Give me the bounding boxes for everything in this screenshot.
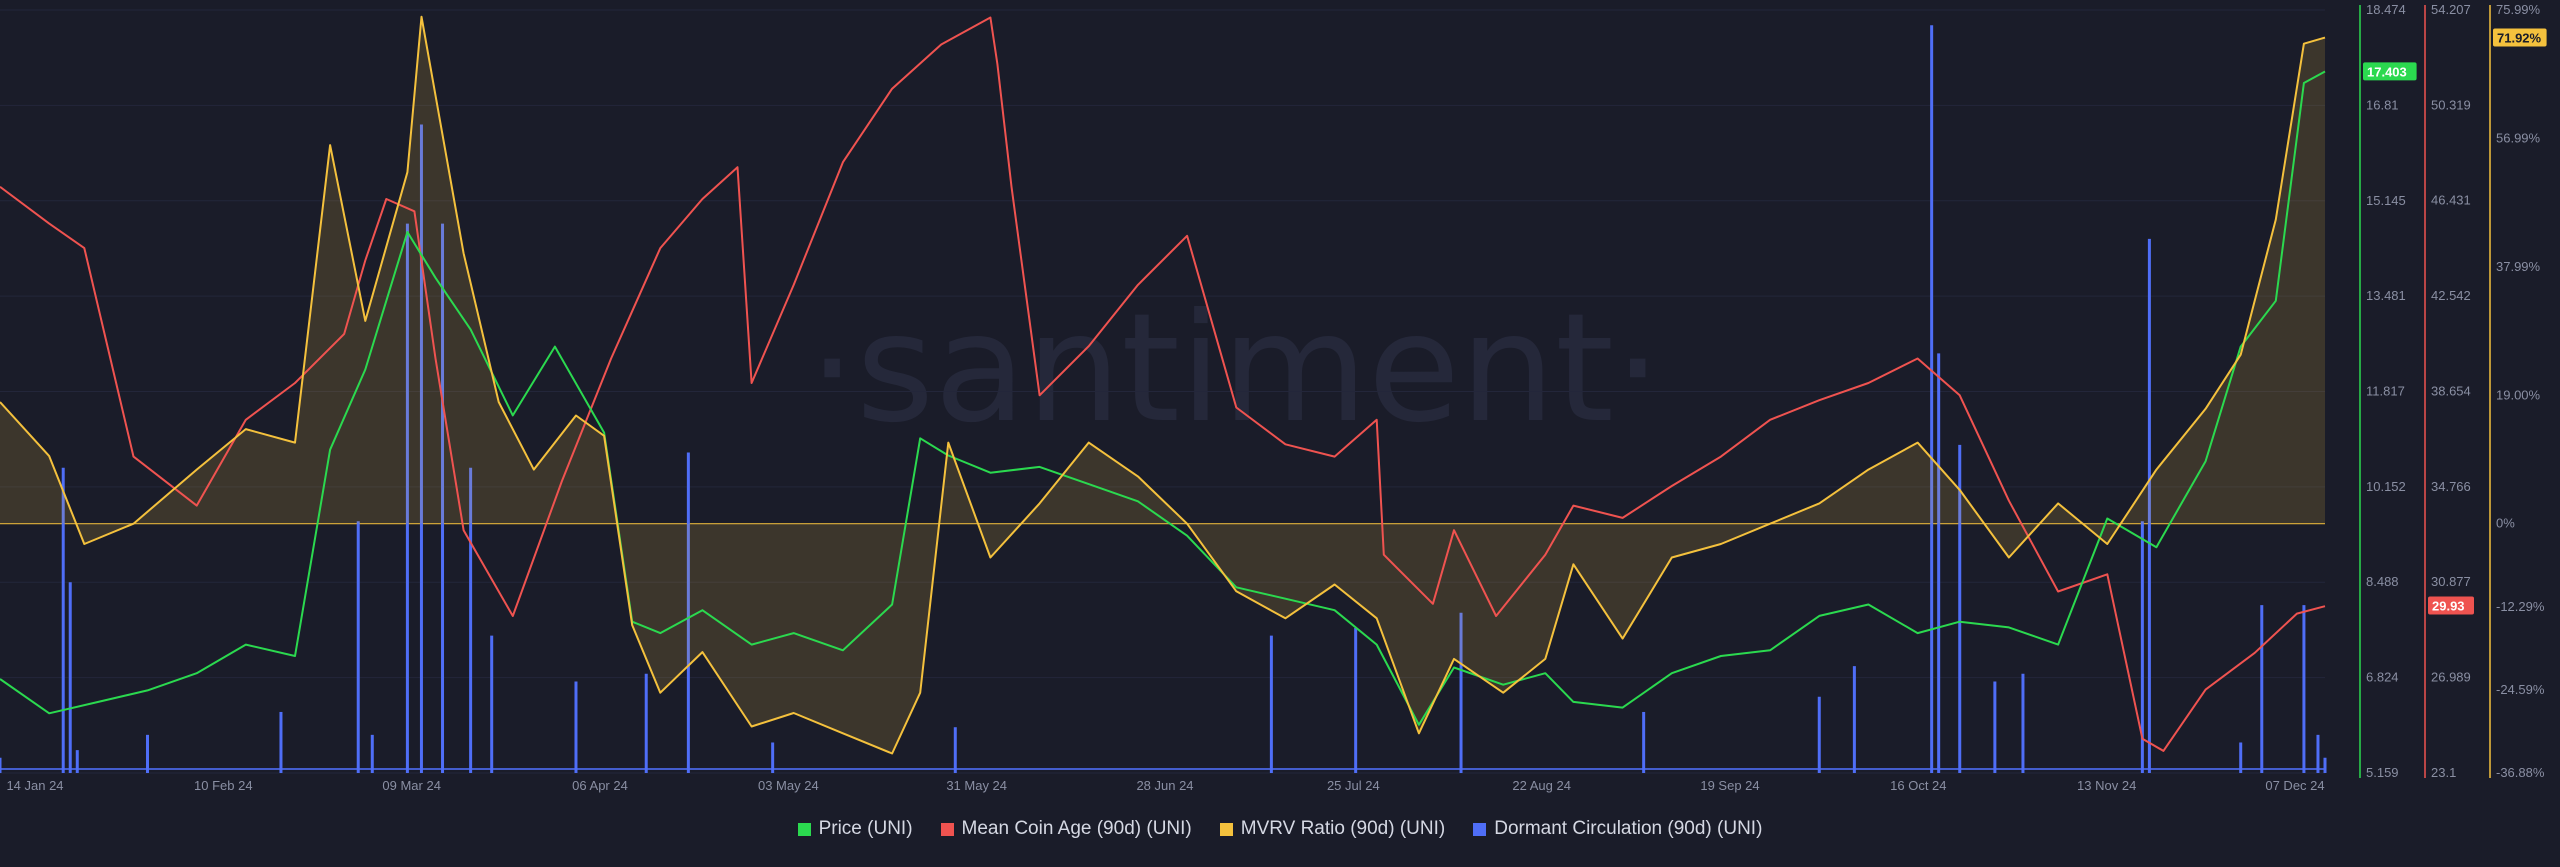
- mvrv-area: [0, 16, 2325, 754]
- price-tick-label: 11.817: [2366, 383, 2405, 398]
- mvrv-tick-label: 19.00%: [2496, 387, 2541, 402]
- x-tick-label: 22 Aug 24: [1512, 778, 1571, 793]
- legend-label-dormant: Dormant Circulation (90d) (UNI): [1494, 818, 1763, 839]
- x-tick-label: 14 Jan 24: [6, 778, 63, 793]
- x-tick-label: 09 Mar 24: [382, 778, 441, 793]
- x-tick-label: 13 Nov 24: [2077, 778, 2136, 793]
- x-tick-label: 03 May 24: [758, 778, 819, 793]
- mvrv-tick-label: -12.29%: [2496, 599, 2545, 614]
- legend-item-mvrv[interactable]: MVRV Ratio (90d) (UNI): [1219, 818, 1446, 840]
- series-layer: [0, 15, 2327, 773]
- x-tick-label: 25 Jul 24: [1327, 778, 1380, 793]
- x-tick-label: 31 May 24: [946, 778, 1007, 793]
- coin-age-tick-label: 46.431: [2431, 193, 2471, 208]
- price-tick-label: 8.488: [2366, 574, 2399, 589]
- price-tick-label: 5.159: [2366, 765, 2399, 780]
- legend-swatch-mvrv: [1219, 822, 1233, 836]
- x-tick-label: 19 Sep 24: [1700, 778, 1759, 793]
- legend-label-mvrv: MVRV Ratio (90d) (UNI): [1240, 818, 1446, 839]
- mvrv-tick-label: 37.99%: [2496, 259, 2541, 274]
- watermark: ·santiment·: [808, 282, 1661, 456]
- coin-age-tick-label: 30.877: [2431, 574, 2471, 589]
- mvrv-line: [0, 15, 2326, 755]
- price-tick-label: 13.481: [2366, 288, 2406, 303]
- coin-age-tick-label: 23.1: [2431, 765, 2456, 780]
- coin-age-tick-label: 50.319: [2431, 97, 2471, 112]
- legend-item-price[interactable]: Price (UNI): [797, 818, 913, 840]
- legend-swatch-coin-age: [940, 822, 954, 836]
- axes-layer: 14 Jan 24 10 Feb 24 09 Mar 24 06 Apr 24 03 M…: [6, 2, 2547, 793]
- mvrv-tick-label: 0%: [2496, 516, 2515, 531]
- price-tick-label: 16.81: [2366, 97, 2399, 112]
- mvrv-tick-label: 56.99%: [2496, 130, 2541, 145]
- mvrv-tick-label: -24.59%: [2496, 682, 2545, 697]
- coin-age-current-badge: [2428, 596, 2474, 615]
- legend: Price (UNI) Mean Coin Age (90d) (UNI) MV…: [0, 818, 2560, 840]
- chart-canvas: ·santiment· 14 Jan 24 10 Feb 24 09 Mar 24 0…: [0, 2, 2547, 793]
- x-tick-label: 28 Jun 24: [1136, 778, 1193, 793]
- coin-age-tick-label: 34.766: [2431, 479, 2471, 494]
- mvrv-current-label: 71.92%: [2497, 31, 2542, 46]
- coin-age-current-label: 29.93: [2432, 598, 2465, 613]
- coin-age-tick-label: 54.207: [2431, 2, 2471, 17]
- x-tick-label: 07 Dec 24: [2265, 778, 2324, 793]
- price-current-label: 17.403: [2367, 64, 2407, 79]
- legend-item-dormant[interactable]: Dormant Circulation (90d) (UNI): [1473, 818, 1762, 840]
- price-tick-label: 18.474: [2366, 2, 2406, 17]
- mvrv-tick-label: 75.99%: [2496, 2, 2541, 17]
- coin-age-line: [0, 16, 2326, 752]
- mvrv-tick-label: -36.88%: [2496, 765, 2545, 780]
- x-tick-label: 06 Apr 24: [572, 778, 628, 793]
- price-tick-label: 6.824: [2366, 670, 2399, 685]
- legend-swatch-dormant: [1473, 822, 1487, 836]
- legend-label-price: Price (UNI): [818, 818, 913, 839]
- price-tick-label: 15.145: [2366, 193, 2406, 208]
- price-tick-label: 10.152: [2366, 479, 2406, 494]
- coin-age-tick-label: 42.542: [2431, 288, 2471, 303]
- price-current-badge: [2363, 62, 2417, 81]
- legend-item-coin-age[interactable]: Mean Coin Age (90d) (UNI): [940, 818, 1192, 840]
- x-tick-label: 10 Feb 24: [194, 778, 253, 793]
- legend-swatch-price: [797, 822, 811, 836]
- mvrv-current-badge: [2493, 28, 2547, 47]
- price-line: [0, 70, 2326, 726]
- legend-label-coin-age: Mean Coin Age (90d) (UNI): [961, 818, 1192, 839]
- x-tick-label: 16 Oct 24: [1890, 778, 1946, 793]
- coin-age-tick-label: 38.654: [2431, 383, 2471, 398]
- coin-age-tick-label: 26.989: [2431, 670, 2471, 685]
